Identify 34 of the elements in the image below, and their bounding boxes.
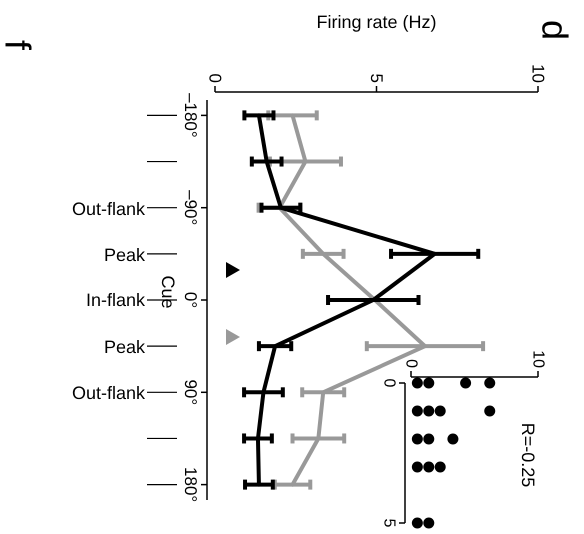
x-tick-label: 5 xyxy=(367,74,386,83)
y-tick-label: 0° xyxy=(181,292,200,308)
point xyxy=(434,462,446,472)
point xyxy=(484,406,496,416)
point xyxy=(412,378,423,388)
point xyxy=(460,378,472,388)
point xyxy=(447,434,458,444)
point xyxy=(423,518,434,528)
text: Peak xyxy=(104,337,146,357)
text: f xyxy=(0,40,38,51)
y-tick-label: 90° xyxy=(181,379,200,406)
point xyxy=(412,434,423,444)
annotation: R=-0.25 xyxy=(518,422,538,488)
text: Out-flank xyxy=(72,199,146,219)
text: In-flank xyxy=(86,290,146,310)
x-tick-label: 10 xyxy=(530,350,546,368)
point xyxy=(423,434,434,444)
point xyxy=(484,378,496,388)
point xyxy=(412,462,423,472)
x-tick-label: 0 xyxy=(206,74,224,83)
text: Peak xyxy=(104,245,146,265)
x-tick-label: 10 xyxy=(528,64,548,83)
point xyxy=(423,406,434,416)
text: d xyxy=(534,20,576,40)
point xyxy=(412,406,423,416)
point xyxy=(434,406,446,416)
text: Out-flank xyxy=(72,383,146,403)
point xyxy=(423,378,434,388)
point xyxy=(423,462,434,472)
x-axis-title: Firing rate (Hz) xyxy=(316,12,437,32)
y-tick-label: –90° xyxy=(181,190,200,226)
point xyxy=(412,518,423,528)
y-tick-label: –180° xyxy=(181,93,200,138)
y-tick-label: 180° xyxy=(181,467,200,502)
